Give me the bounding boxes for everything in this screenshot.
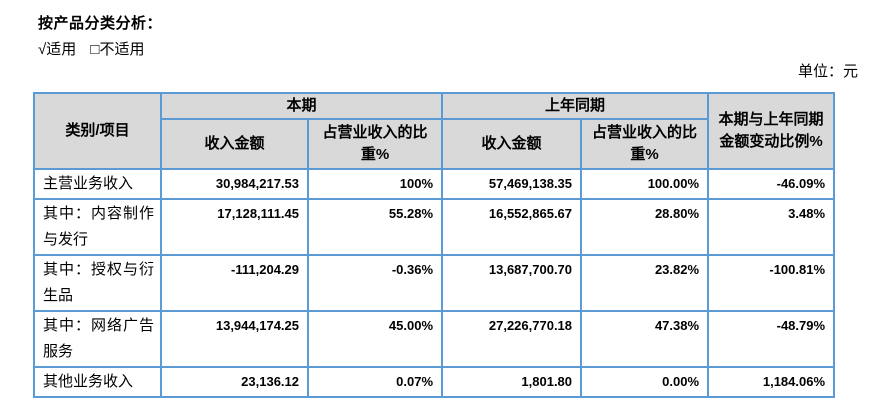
cell-current-amount: 30,984,217.53 — [160, 168, 309, 200]
cell-change-ratio: 1,184.06% — [707, 366, 836, 398]
cell-prior-share: 47.38% — [580, 310, 710, 368]
table-row-main-business: 主营业务收入 30,984,217.53 100% 57,469,138.35 … — [33, 168, 836, 200]
applicable-checkmark-option: √适用 — [38, 41, 77, 58]
cell-current-share: 45.00% — [306, 310, 444, 368]
col-header-prior-amount: 收入金额 — [441, 118, 583, 170]
cell-prior-share: 100.00% — [580, 168, 710, 200]
cell-prior-amount: 13,687,700.70 — [441, 254, 583, 312]
row-label: 其中：内容制作与发行 — [33, 198, 162, 256]
cell-current-share: 55.28% — [306, 198, 444, 256]
cell-current-amount: 23,136.12 — [160, 366, 309, 398]
not-applicable-checkbox-option: □不适用 — [90, 41, 145, 58]
applicability-line: √适用 □不适用 — [38, 38, 154, 59]
cell-change-ratio: -100.81% — [707, 254, 836, 312]
cell-current-amount: 13,944,174.25 — [160, 310, 309, 368]
page-title: 按产品分类分析： — [38, 15, 163, 32]
cell-prior-amount: 57,469,138.35 — [441, 168, 583, 200]
product-category-revenue-table: 类别/项目 本期 上年同期 本期与上年同期金额变动比例% 收入金额 占营业收入的… — [33, 92, 836, 398]
row-label: 其他业务收入 — [33, 366, 162, 398]
table-row-online-advertising: 其中：网络广告服务 13,944,174.25 45.00% 27,226,77… — [33, 310, 836, 368]
unit-label: 单位：元 — [797, 63, 858, 80]
cell-prior-amount: 16,552,865.67 — [441, 198, 583, 256]
cell-current-share: 0.07% — [306, 366, 444, 398]
cell-change-ratio: -48.79% — [707, 310, 836, 368]
table-row-licensing-derivatives: 其中：授权与衍生品 -111,204.29 -0.36% 13,687,700.… — [33, 254, 836, 312]
cell-prior-share: 28.80% — [580, 198, 710, 256]
cell-current-share: -0.36% — [306, 254, 444, 312]
col-group-current-period: 本期 — [159, 92, 444, 120]
cell-current-amount: 17,128,111.45 — [160, 198, 309, 256]
col-header-category: 类别/项目 — [33, 92, 162, 170]
col-header-prior-share: 占营业收入的比重% — [580, 118, 710, 170]
table-row-content-production: 其中：内容制作与发行 17,128,111.45 55.28% 16,552,8… — [33, 198, 836, 256]
cell-prior-share: 0.00% — [580, 366, 710, 398]
cell-change-ratio: -46.09% — [707, 168, 836, 200]
table-row-other-business: 其他业务收入 23,136.12 0.07% 1,801.80 0.00% 1,… — [33, 366, 836, 398]
row-label: 主营业务收入 — [33, 168, 162, 200]
cell-prior-amount: 1,801.80 — [441, 366, 583, 398]
cell-change-ratio: 3.48% — [707, 198, 836, 256]
col-header-change-ratio: 本期与上年同期金额变动比例% — [707, 92, 836, 170]
cell-prior-amount: 27,226,770.18 — [441, 310, 583, 368]
cell-current-share: 100% — [306, 168, 444, 200]
row-label: 其中：授权与衍生品 — [33, 254, 162, 312]
cell-current-amount: -111,204.29 — [160, 254, 309, 312]
cell-prior-share: 23.82% — [580, 254, 710, 312]
col-header-current-share: 占营业收入的比重% — [306, 118, 444, 170]
col-group-prior-period: 上年同期 — [441, 92, 710, 120]
row-label: 其中：网络广告服务 — [33, 310, 162, 368]
col-header-current-amount: 收入金额 — [160, 118, 309, 170]
